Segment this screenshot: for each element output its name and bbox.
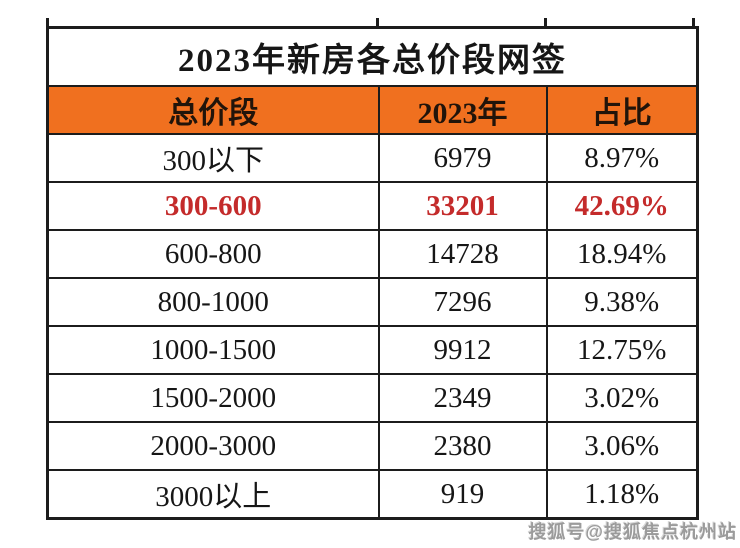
share-cell: 1.18%: [545, 469, 699, 520]
count-cell: 7296: [377, 277, 548, 327]
count-cell: 919: [377, 469, 548, 520]
price-range-cell: 2000-3000: [46, 421, 380, 471]
share-cell: 3.02%: [545, 373, 699, 423]
crop-artifact-divider1-stub: [376, 18, 379, 28]
table-row: 300以下 6979 8.97%: [46, 133, 699, 183]
table-title: 2023年新房各总价段网签: [46, 26, 699, 87]
count-cell: 33201: [377, 181, 548, 231]
share-cell: 3.06%: [545, 421, 699, 471]
share-cell: 12.75%: [545, 325, 699, 375]
table-title-row: 2023年新房各总价段网签: [46, 26, 699, 87]
table-row: 2000-3000 2380 3.06%: [46, 421, 699, 471]
share-cell: 8.97%: [545, 133, 699, 183]
table-row-highlighted: 300-600 33201 42.69%: [46, 181, 699, 231]
table-row: 1000-1500 9912 12.75%: [46, 325, 699, 375]
crop-artifact-left-border-stub: [46, 18, 49, 28]
count-cell: 2380: [377, 421, 548, 471]
price-range-cell: 300以下: [46, 133, 380, 183]
share-cell: 9.38%: [545, 277, 699, 327]
price-range-cell: 1000-1500: [46, 325, 380, 375]
count-cell: 2349: [377, 373, 548, 423]
table-row: 600-800 14728 18.94%: [46, 229, 699, 279]
price-range-cell: 3000以上: [46, 469, 380, 520]
count-cell: 9912: [377, 325, 548, 375]
table-row: 1500-2000 2349 3.02%: [46, 373, 699, 423]
count-cell: 6979: [377, 133, 548, 183]
table-header-row: 总价段 2023年 占比: [46, 85, 699, 135]
share-cell: 18.94%: [545, 229, 699, 279]
header-year-2023: 2023年: [377, 85, 548, 135]
price-range-cell: 300-600: [46, 181, 380, 231]
price-range-cell: 600-800: [46, 229, 380, 279]
header-price-band: 总价段: [46, 85, 380, 135]
share-cell: 42.69%: [545, 181, 699, 231]
price-range-cell: 800-1000: [46, 277, 380, 327]
crop-artifact-right-border-stub: [692, 18, 695, 28]
sohu-watermark: 搜狐号@搜狐焦点杭州站: [528, 522, 737, 542]
header-share: 占比: [545, 85, 699, 135]
table-row: 3000以上 919 1.18%: [46, 469, 699, 520]
count-cell: 14728: [377, 229, 548, 279]
price-range-cell: 1500-2000: [46, 373, 380, 423]
crop-artifact-divider2-stub: [544, 18, 547, 28]
price-band-table: 2023年新房各总价段网签 总价段 2023年 占比 300以下 6979 8.…: [46, 26, 700, 520]
table-row: 800-1000 7296 9.38%: [46, 277, 699, 327]
